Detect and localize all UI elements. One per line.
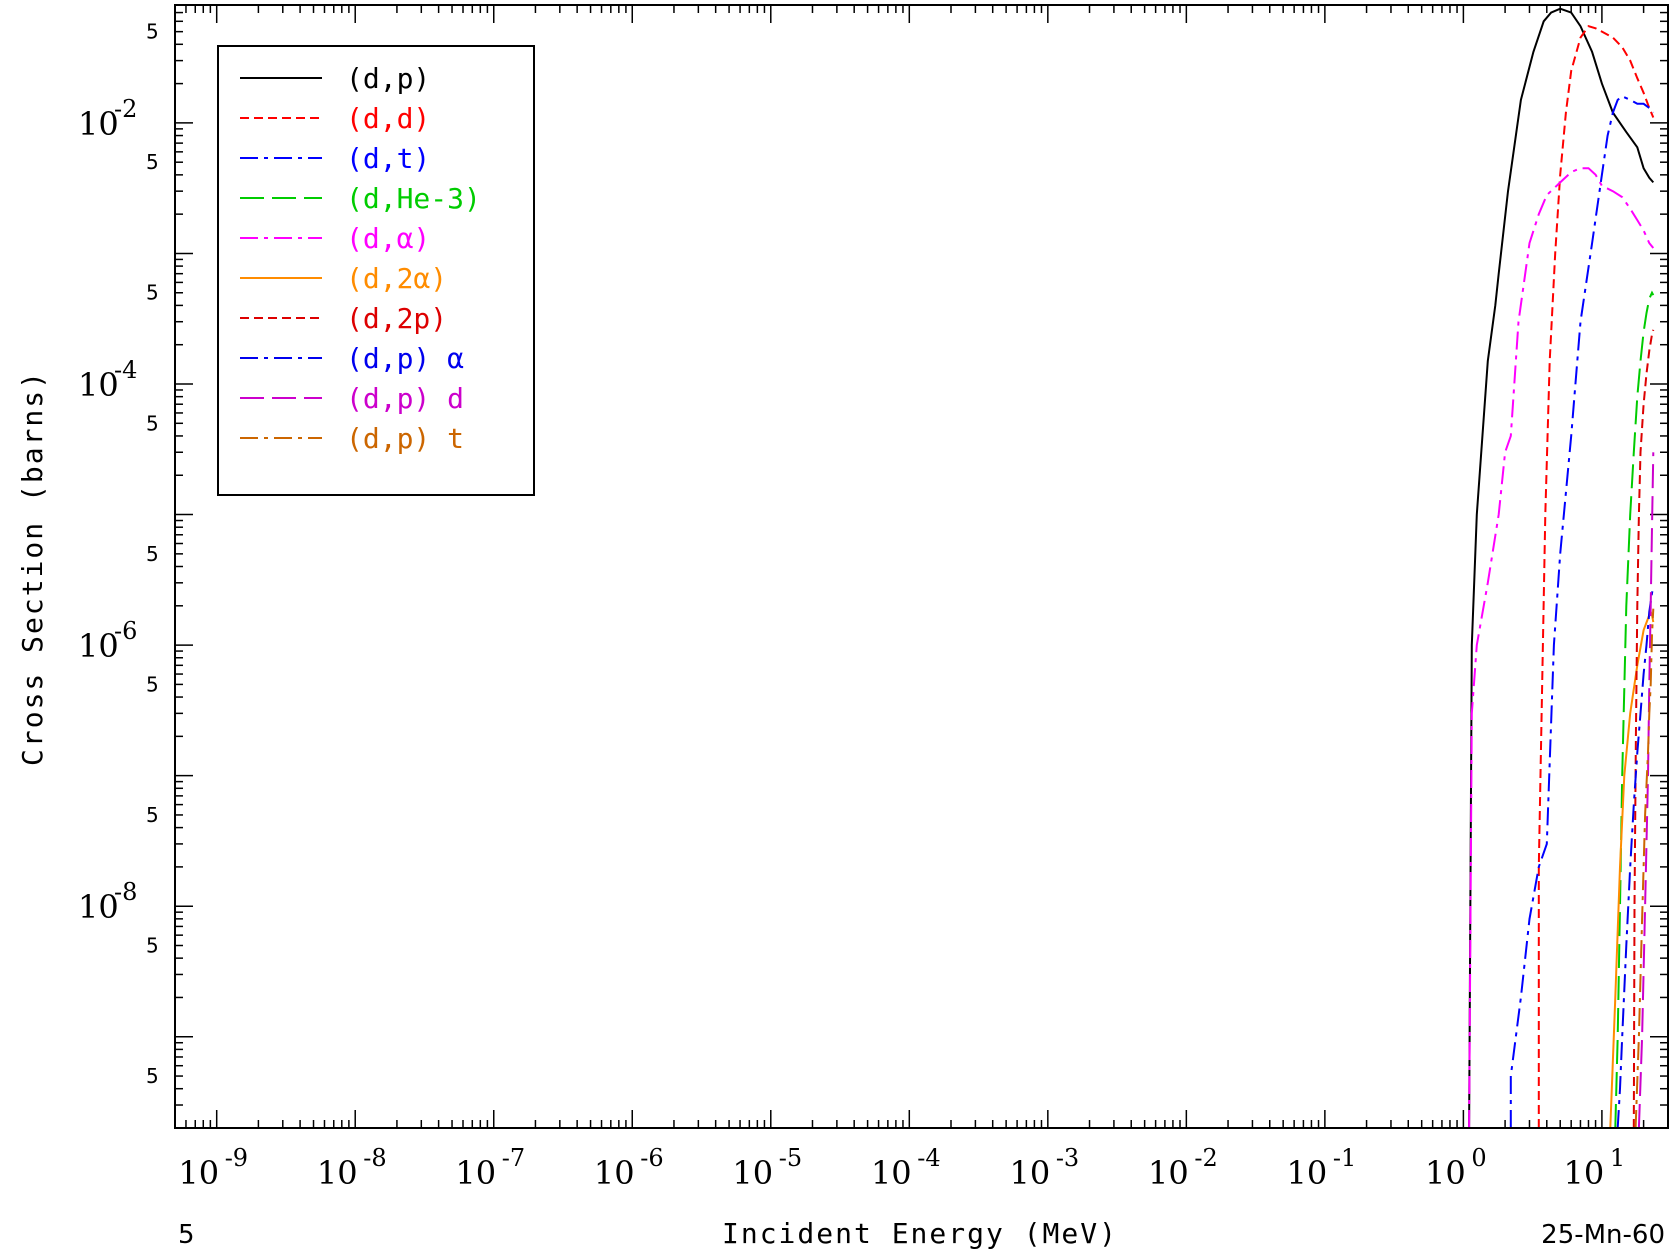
y-five-label: 5 [146,1064,159,1088]
y-tick-label-base: 10 [78,105,119,143]
x-five-label: 5 [178,1220,195,1249]
y-five-label: 5 [146,150,159,174]
y-five-label: 5 [146,411,159,435]
axis-ticks [174,4,1669,1129]
series-line [1537,25,1655,1128]
y-five-label: 5 [146,933,159,957]
x-tick-label: 10 -2 [1148,1144,1218,1192]
x-tick-label-exponent: -6 [640,1144,663,1172]
x-tick-label-exponent: -7 [502,1144,525,1172]
x-tick-label-base: 10 [1148,1154,1189,1192]
y-tick-label-base: 10 [78,888,119,926]
tick-labels: 10 -9 10 -8 10 -7 10 -6 10 -5 10 -4 10 -3 10 -2 10 -1 10 0 1… [78,20,1625,1192]
legend-label: (d,t) [346,142,430,175]
series-line [1468,167,1655,1129]
series-line [1632,329,1655,1129]
y-tick-label: 10-2 [78,95,137,143]
legend-label: (d,2p) [346,302,447,335]
x-tick-label: 10 1 [1564,1144,1626,1192]
x-tick-label-exponent: -8 [363,1144,386,1172]
legend-label: (d,2α) [346,262,447,295]
y-tick-label-exponent: -4 [114,356,137,384]
x-tick-label-base: 10 [1564,1154,1605,1192]
x-tick-label-exponent: -1 [1333,1144,1356,1172]
plot-frame [174,4,1669,1129]
legend-label: (d,d) [346,102,430,135]
y-five-label: 5 [146,803,159,827]
x-tick-label: 10 -3 [1009,1144,1079,1192]
x-tick-label: 10 -6 [594,1144,664,1192]
x-tick-label: 10 -7 [455,1144,525,1192]
legend-label: (d,p) d [346,382,464,415]
legend-label: (d,p) t [346,422,464,455]
y-tick-label: 10-4 [78,356,137,404]
y-tick-label-base: 10 [78,627,119,665]
x-tick-label-base: 10 [871,1154,912,1192]
y-five-label: 5 [146,20,159,44]
y-tick-label-base: 10 [78,366,119,404]
x-tick-label-base: 10 [317,1154,358,1192]
y-five-label: 5 [146,672,159,696]
y-tick-label-exponent: -2 [114,95,137,123]
legend-label: (d,He-3) [346,182,481,215]
corner-label: 25-Mn-60 [1541,1220,1665,1249]
x-tick-label-exponent: -3 [1056,1144,1079,1172]
legend-box [217,45,535,496]
y-tick-label: 10-8 [78,878,137,926]
x-tick-label-base: 10 [178,1154,219,1192]
series-line [1509,95,1655,1128]
y-five-label: 5 [146,542,159,566]
legend: (d,p) (d,d) (d,t) (d,He-3) (d,α) (d,2α) (d,2p)… [217,45,535,496]
x-tick-label-base: 10 [1009,1154,1050,1192]
legend-entry: (d,2α) [240,262,447,295]
x-tick-label: 10 -8 [317,1144,387,1192]
legend-entry: (d,2p) [240,302,447,335]
x-tick-label: 10 -5 [732,1144,802,1192]
legend-entry: (d,p) d [240,382,464,415]
legend-entry: (d,p) α [240,342,464,375]
y-axis-title: Cross Section (barns) [16,370,49,766]
legend-entry: (d,α) [240,222,430,255]
plot-lines [1468,7,1655,1129]
y-tick-label: 10-6 [78,617,137,665]
x-tick-label-exponent: 0 [1471,1144,1486,1172]
legend-entry: (d,d) [240,102,430,135]
y-tick-label-exponent: -6 [114,617,137,645]
x-tick-label-exponent: -2 [1194,1144,1217,1172]
x-tick-label-exponent: -4 [917,1144,940,1172]
series-line [1468,7,1655,1129]
series-line [1634,608,1655,1129]
series-line [1616,586,1655,1129]
y-tick-label-exponent: -8 [114,878,137,906]
legend-label: (d,p) [346,62,430,95]
x-tick-label: 10 -4 [871,1144,941,1192]
x-tick-label-exponent: -9 [225,1144,248,1172]
x-tick-label-exponent: -5 [779,1144,802,1172]
x-tick-label-base: 10 [732,1154,773,1192]
x-tick-label-base: 10 [1287,1154,1328,1192]
x-tick-label-base: 10 [455,1154,496,1192]
legend-entry: (d,He-3) [240,182,481,215]
legend-label: (d,α) [346,222,430,255]
x-tick-label: 10 -1 [1287,1144,1357,1192]
x-tick-label-base: 10 [1425,1154,1466,1192]
legend-entry: (d,p) t [240,422,464,455]
y-five-label: 5 [146,281,159,305]
x-tick-label-base: 10 [594,1154,635,1192]
x-tick-label-exponent: 1 [1610,1144,1625,1172]
x-tick-label: 10 -9 [178,1144,248,1192]
x-tick-label: 10 0 [1425,1144,1487,1192]
legend-entry: (d,t) [240,142,430,175]
x-axis-title: Incident Energy (MeV) [722,1217,1118,1249]
legend-entry: (d,p) [240,62,430,95]
legend-label: (d,p) α [346,342,464,375]
